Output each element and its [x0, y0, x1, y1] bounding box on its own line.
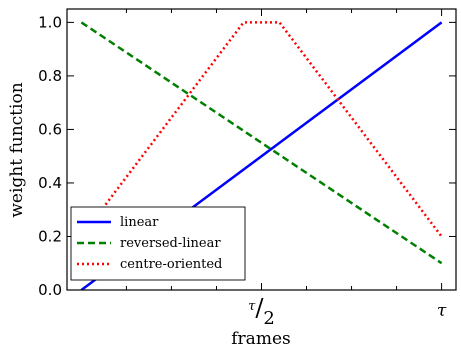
y-tick-labels: 0.0 0.2 0.4 0.6 0.8 1.0 [38, 13, 62, 299]
legend: linear reversed-linear centre-oriented [70, 206, 246, 281]
legend-label-reversed-linear: reversed-linear [120, 236, 221, 251]
y-tick-label-2: 0.4 [38, 174, 62, 192]
legend-label-centre-oriented: centre-oriented [120, 257, 222, 272]
y-tick-label-3: 0.6 [38, 120, 62, 138]
x-axis-label: frames [231, 329, 290, 349]
x-tick-labels: τ/2 τ [248, 294, 447, 329]
y-tick-label-0: 0.0 [38, 281, 62, 299]
x-minor-ticks [125, 9, 398, 290]
legend-label-linear: linear [120, 215, 159, 230]
x-tick-label-0: τ/2 [248, 294, 275, 329]
x-tick-label-1: τ [437, 301, 447, 321]
y-tick-label-5: 1.0 [38, 13, 62, 31]
y-axis-label: weight function [7, 82, 27, 217]
series-line-reversed-linear [80, 21, 443, 265]
y-tick-label-4: 0.8 [38, 67, 62, 85]
plot-frame [66, 8, 457, 291]
series-line-centre-oriented [80, 21, 443, 238]
y-tick-label-1: 0.2 [38, 227, 62, 245]
